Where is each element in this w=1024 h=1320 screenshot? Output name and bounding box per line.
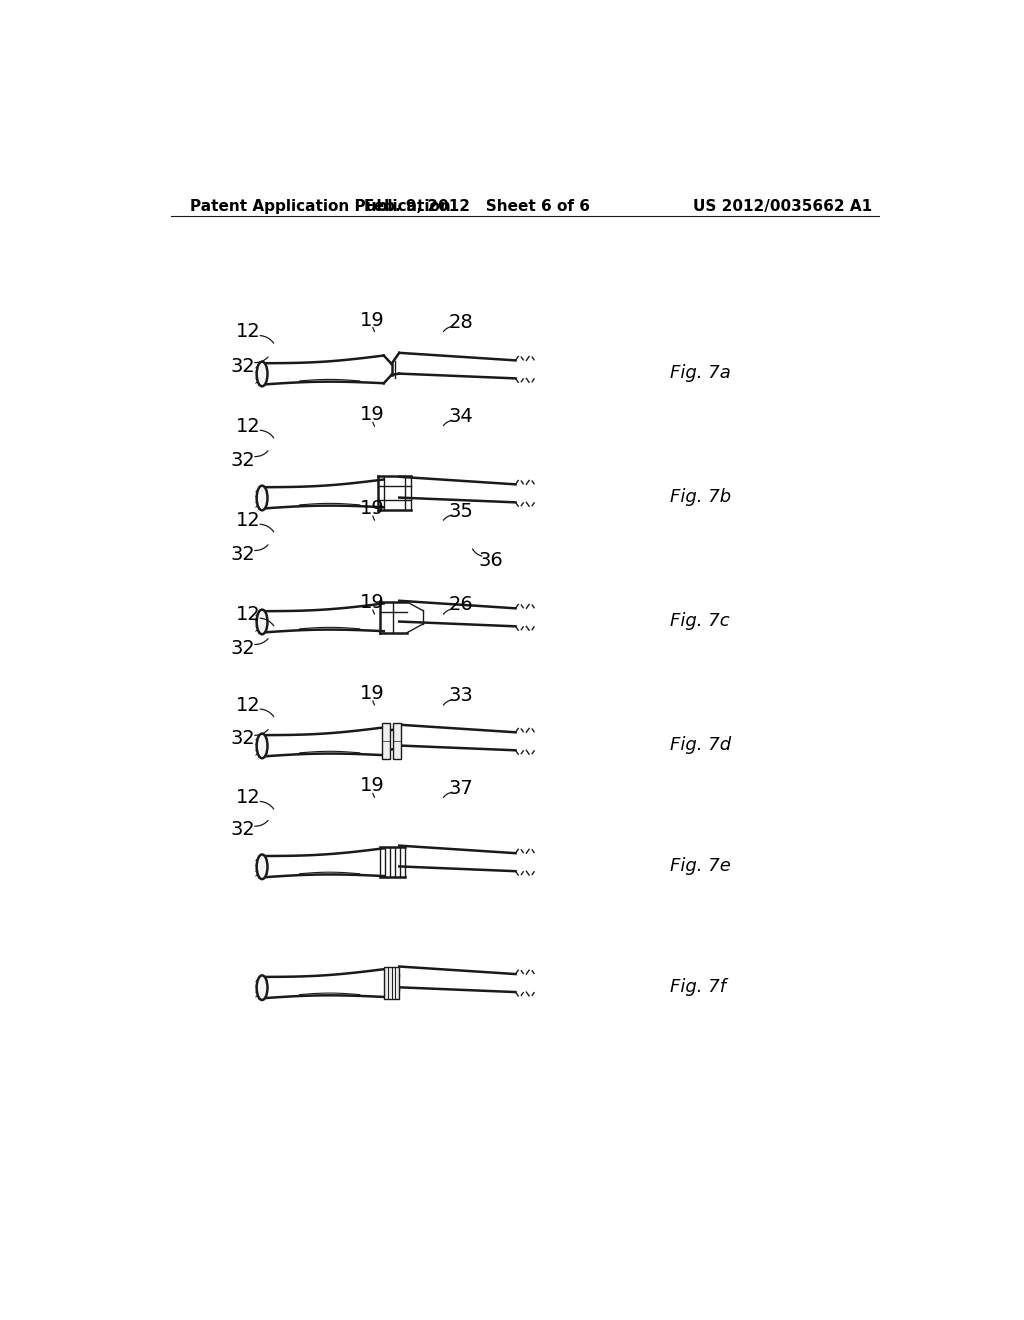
Text: 19: 19 [359,405,384,424]
Text: 32: 32 [230,639,255,657]
Text: 34: 34 [449,407,474,426]
Text: 28: 28 [449,313,474,331]
Text: Fig. 7b: Fig. 7b [671,488,731,506]
Ellipse shape [257,610,267,635]
Ellipse shape [257,854,267,879]
Text: 37: 37 [449,779,474,797]
Text: Fig. 7e: Fig. 7e [671,857,731,875]
Text: 19: 19 [359,684,384,704]
Text: 32: 32 [230,820,255,840]
Text: Patent Application Publication: Patent Application Publication [190,198,451,214]
Bar [393,723,400,759]
Text: Fig. 7c: Fig. 7c [671,612,730,630]
Text: 26: 26 [449,595,474,615]
Text: US 2012/0035662 A1: US 2012/0035662 A1 [693,198,872,214]
Text: 32: 32 [230,450,255,470]
Ellipse shape [257,734,267,758]
Text: 12: 12 [236,696,260,714]
Text: 19: 19 [359,593,384,612]
Text: 12: 12 [236,605,260,624]
Ellipse shape [257,975,267,1001]
Text: Fig. 7f: Fig. 7f [671,978,727,995]
Text: 19: 19 [359,499,384,519]
Text: Fig. 7d: Fig. 7d [671,737,731,754]
Bar [382,723,390,759]
Text: 19: 19 [359,310,384,330]
Text: Feb. 9, 2012   Sheet 6 of 6: Feb. 9, 2012 Sheet 6 of 6 [364,198,590,214]
Ellipse shape [257,362,267,387]
Ellipse shape [257,486,267,511]
Text: 32: 32 [230,730,255,748]
Bar [384,968,399,999]
Text: 32: 32 [230,356,255,376]
Text: 35: 35 [449,502,474,520]
Text: 33: 33 [449,686,474,705]
Text: Fig. 7a: Fig. 7a [671,364,731,383]
Text: 12: 12 [236,511,260,529]
Text: 36: 36 [478,550,503,570]
Text: 12: 12 [236,417,260,436]
Text: 12: 12 [236,788,260,807]
Text: 32: 32 [230,545,255,564]
Text: 19: 19 [359,776,384,796]
Text: 12: 12 [236,322,260,341]
